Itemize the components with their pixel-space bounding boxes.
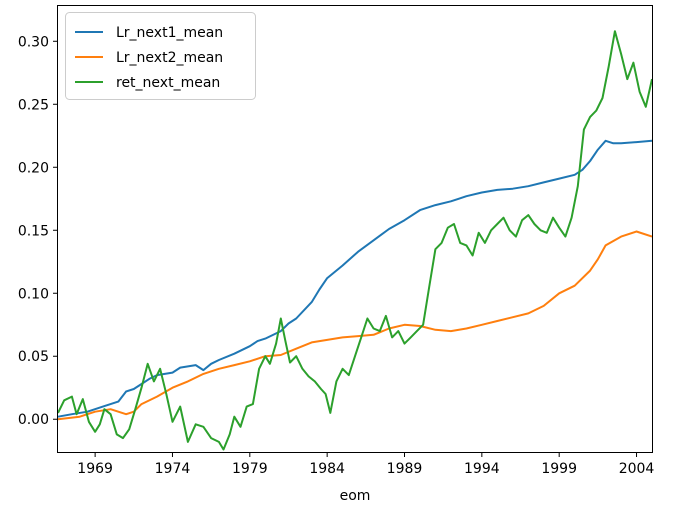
legend: Lr_next1_mean Lr_next2_mean ret_next_mean: [65, 12, 256, 100]
y-tick-label: 0.00: [18, 412, 49, 428]
y-axis: 0.00 0.05 0.10 0.15 0.20 0.25 0.30: [18, 34, 58, 428]
x-axis-label: eom: [340, 488, 371, 504]
y-tick-label: 0.15: [18, 223, 49, 239]
y-tick-label: 0.10: [18, 286, 49, 302]
y-tick-label: 0.30: [18, 34, 49, 50]
y-tick-label: 0.25: [18, 97, 49, 113]
x-tick-label: 1979: [232, 461, 268, 477]
legend-label: Lr_next2_mean: [116, 50, 223, 66]
legend-label: ret_next_mean: [116, 75, 220, 91]
x-axis: 1969 1974 1979 1984 1989 1994 1999 2004: [77, 452, 654, 477]
plot-frame: [57, 5, 653, 453]
x-tick-label: 2004: [619, 461, 655, 477]
series-line-ret_next_mean: [57, 30, 653, 451]
x-tick-label: 1969: [77, 461, 113, 477]
series-line-Lr_next2_mean: [57, 230, 653, 421]
y-tick-label: 0.20: [18, 160, 49, 176]
series-layer: [57, 30, 653, 451]
x-tick-label: 1994: [464, 461, 500, 477]
legend-box: [65, 12, 256, 100]
x-tick-label: 1984: [309, 461, 345, 477]
x-tick-label: 1999: [541, 461, 577, 477]
x-tick-label: 1989: [387, 461, 423, 477]
x-tick-label: 1974: [155, 461, 191, 477]
y-tick-label: 0.05: [18, 349, 49, 365]
legend-label: Lr_next1_mean: [116, 25, 223, 41]
